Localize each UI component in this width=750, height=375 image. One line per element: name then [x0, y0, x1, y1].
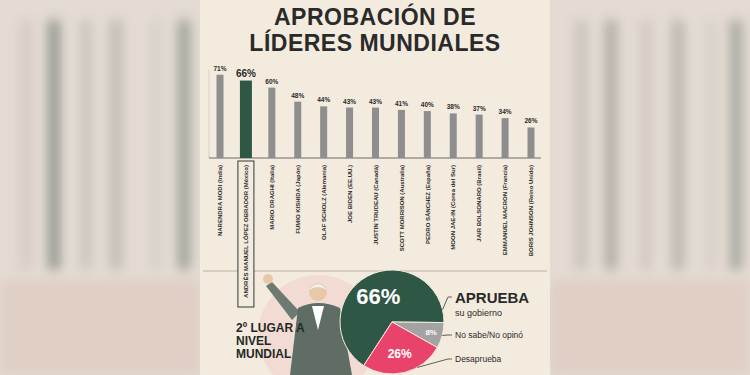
pie-slice: [364, 322, 438, 374]
y-range-line: [209, 70, 210, 158]
pie-labels: 66% APRUEBA 8% No sabe/No opinó 26% Desaprueb…: [356, 284, 529, 367]
data-label: 37%: [473, 105, 486, 112]
blur-stripe: [48, 20, 60, 270]
category-label: MOON JAE-IN (Corea del Sur): [450, 165, 456, 250]
category-label: EMMANUEL MACRON (Francia): [502, 165, 508, 255]
pie-data-label: 26%: [388, 347, 412, 361]
bars: [217, 75, 535, 158]
separator: [203, 271, 547, 272]
category-label: BORIS JOHNSON (Reino Unido): [528, 165, 534, 256]
bar: [424, 111, 431, 158]
category-label: JOE BIDEN (EE.UU.): [347, 165, 353, 223]
category-label: NARENDRA MODI (India): [217, 165, 223, 236]
connector: [417, 359, 452, 367]
shirt: [312, 306, 324, 330]
bar: [372, 108, 379, 158]
bar: [217, 75, 224, 158]
blur-stripe: [0, 280, 200, 375]
pie-data-label: 66%: [356, 284, 400, 309]
chart-svg: 71% NARENDRA MODI (India) 66% ANDRÉS MANUEL…: [0, 0, 750, 375]
blur-stripe: [178, 20, 190, 270]
category-label: MARIO DRAGHI (Italia): [269, 165, 275, 230]
pie-annotation: su gobierno: [455, 308, 502, 318]
highlight-box: [238, 161, 254, 307]
blur-stripe: [672, 20, 684, 270]
category-label: PEDRO SÁNCHEZ (España): [425, 165, 431, 244]
pie-data-label: 8%: [425, 328, 437, 337]
hand: [263, 274, 273, 284]
data-label: 71%: [213, 65, 226, 72]
data-label: 66%: [236, 68, 256, 79]
bar-labels: 71% NARENDRA MODI (India) 66% ANDRÉS MANUEL…: [213, 65, 537, 307]
data-label: 40%: [421, 101, 434, 108]
blur-stripe: [20, 20, 32, 270]
blur-stripe: [150, 20, 162, 270]
bar: [476, 115, 483, 158]
category-label: OLAF SCHOLZ (Alemania): [321, 165, 327, 240]
connector: [442, 335, 452, 336]
pie-category: No sabe/No opinó: [455, 330, 523, 340]
blur-stripe: [705, 20, 717, 270]
category-label: SCOTT MORRISON (Australia): [399, 165, 405, 251]
pie: [340, 270, 444, 374]
bar: [320, 106, 327, 158]
background: [0, 0, 750, 375]
data-label: 38%: [447, 103, 460, 110]
bar: [528, 127, 535, 158]
bar: [450, 113, 457, 158]
head: [309, 283, 327, 301]
bar: [294, 102, 301, 158]
category-label: JUSTIN TRUDEAU (Canadá): [373, 165, 379, 245]
hair: [309, 284, 327, 290]
data-label: 43%: [343, 98, 356, 105]
data-label: 44%: [317, 96, 330, 103]
data-label: 43%: [369, 98, 382, 105]
blur-stripe: [640, 20, 652, 270]
blur-stripe: [110, 20, 122, 270]
bar: [268, 88, 275, 158]
data-label: 60%: [265, 78, 278, 85]
category-label: FUMIO KISHIDA (Japón): [295, 165, 301, 234]
blur-stripe: [730, 20, 742, 270]
pie-category: APRUEBA: [455, 289, 529, 306]
arm: [266, 282, 300, 320]
bar: [346, 108, 353, 158]
stage: 71% NARENDRA MODI (India) 66% ANDRÉS MANUEL…: [0, 0, 750, 375]
bar: [240, 81, 252, 158]
connector: [443, 297, 452, 310]
category-label: JAIR BOLSONARO (Brasil): [476, 165, 482, 242]
place-annotation: 2º LUGAR A NIVEL MUNDIAL: [236, 322, 308, 361]
blur-stripe: [605, 20, 617, 270]
data-label: 48%: [291, 92, 304, 99]
bar: [398, 110, 405, 158]
title: APROBACIÓN DE LÍDERES MUNDIALES: [225, 4, 525, 56]
data-label: 26%: [524, 117, 537, 124]
pie-category: Desaprueba: [455, 354, 502, 364]
data-label: 41%: [395, 100, 408, 107]
blur-stripe: [80, 20, 92, 270]
data-label: 34%: [499, 108, 512, 115]
blur-stripe: [575, 20, 587, 270]
blur-stripe: [550, 280, 750, 375]
bar: [502, 118, 509, 158]
panel: [200, 0, 550, 375]
category-label: ANDRÉS MANUEL LÓPEZ OBRADOR (México): [242, 165, 249, 298]
